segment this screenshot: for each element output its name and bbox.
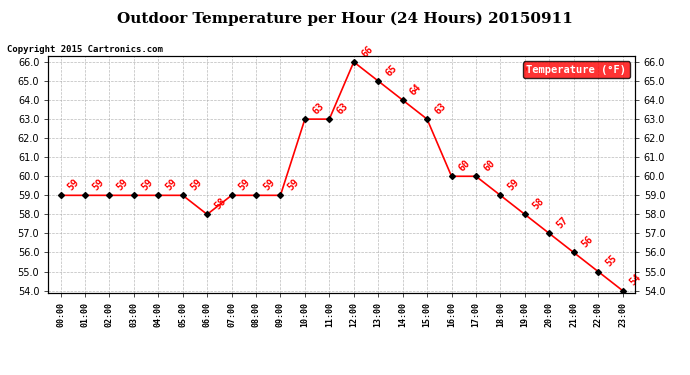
Text: 58: 58 (213, 196, 228, 211)
Text: 59: 59 (237, 177, 253, 192)
Text: 63: 63 (335, 101, 351, 116)
Text: 59: 59 (286, 177, 302, 192)
Text: 66: 66 (359, 44, 375, 59)
Text: 59: 59 (188, 177, 204, 192)
Text: 58: 58 (531, 196, 546, 211)
Text: 59: 59 (139, 177, 155, 192)
Text: 55: 55 (604, 254, 619, 269)
Text: 59: 59 (262, 177, 277, 192)
Legend: Temperature (°F): Temperature (°F) (523, 62, 629, 78)
Text: 65: 65 (384, 63, 399, 78)
Text: 63: 63 (433, 101, 448, 116)
Text: Copyright 2015 Cartronics.com: Copyright 2015 Cartronics.com (7, 45, 163, 54)
Text: 59: 59 (90, 177, 106, 192)
Text: 56: 56 (580, 234, 595, 250)
Text: 59: 59 (115, 177, 130, 192)
Text: 59: 59 (164, 177, 179, 192)
Text: 54: 54 (628, 272, 644, 288)
Text: 63: 63 (310, 101, 326, 116)
Text: 59: 59 (506, 177, 522, 192)
Text: 59: 59 (66, 177, 81, 192)
Text: 57: 57 (555, 215, 570, 231)
Text: 60: 60 (457, 158, 473, 174)
Text: 60: 60 (482, 158, 497, 174)
Text: 64: 64 (408, 82, 424, 97)
Text: Outdoor Temperature per Hour (24 Hours) 20150911: Outdoor Temperature per Hour (24 Hours) … (117, 11, 573, 26)
